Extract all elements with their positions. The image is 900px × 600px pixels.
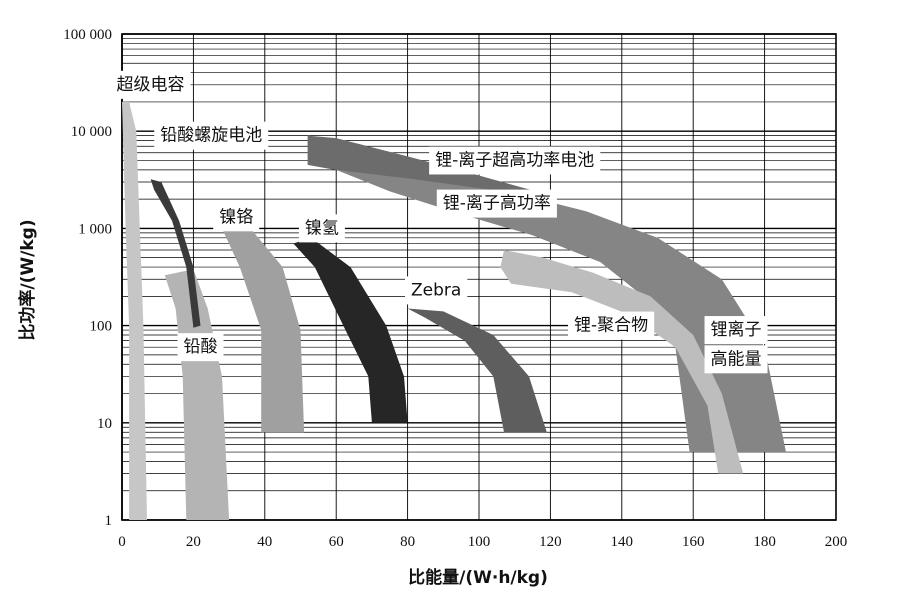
region-label-2-group: 铅酸螺旋电池: [154, 121, 269, 150]
region-label-6: 锂-离子超高功率电池: [435, 150, 594, 170]
region-label-7-bg: [436, 189, 557, 218]
region-label-2-bg: [154, 121, 269, 150]
x-tick-label: 120: [539, 534, 562, 550]
region-label-8-bg: [568, 311, 655, 340]
region-label-5-bg: [405, 276, 468, 305]
x-tick-label: 100: [468, 534, 491, 550]
region-label-4-bg: [298, 214, 345, 243]
region-4: [293, 237, 408, 423]
region-label-4: 镍氢: [305, 218, 339, 238]
region-label-5-group: Zebra: [405, 276, 468, 305]
region-label-4-group: 镍氢: [298, 214, 345, 243]
x-tick-label: 140: [611, 534, 634, 550]
x-tick-label: 160: [682, 534, 705, 550]
region-label-li-high-energy-2-group: 高能量: [704, 345, 768, 374]
region-5: [407, 308, 547, 433]
region-label-7: 锂-离子高功率: [443, 194, 551, 214]
region-label-6-bg: [429, 146, 601, 175]
y-axis-label: 比功率/(W/kg): [17, 219, 38, 340]
region-label-1-bg: [177, 333, 224, 362]
region-label-3-bg: [213, 203, 260, 232]
region-label-li-high-energy-1: 锂离子: [711, 320, 762, 340]
y-tick-label: 100 000: [63, 27, 112, 43]
region-label-6-group: 锂-离子超高功率电池: [429, 146, 601, 175]
region-label-1-group: 铅酸: [177, 333, 224, 362]
region-2: [150, 179, 201, 328]
y-tick-label: 1: [105, 513, 113, 529]
x-tick-label: 200: [825, 534, 848, 550]
x-tick-label: 0: [118, 534, 126, 550]
region-7: [336, 169, 786, 453]
y-tick-label: 1 000: [78, 221, 112, 237]
region-label-2: 铅酸螺旋电池: [160, 126, 262, 146]
region-label-li-high-energy-1-group: 锂离子: [704, 316, 768, 345]
region-8: [500, 250, 744, 474]
region-label-5: Zebra: [411, 280, 461, 300]
axis-layer: 0 20 40 60 80 100 120 140 160 180 200 1 10 100 1 000 10…: [63, 27, 847, 550]
region-label-li-high-energy-2-bg: [704, 345, 768, 374]
y-tick-label: 10 000: [71, 124, 112, 140]
region-label-1: 铅酸: [184, 337, 218, 357]
x-tick-label: 40: [257, 534, 272, 550]
plot-frame: [121, 33, 837, 521]
region-label-7-group: 锂-离子高功率: [436, 189, 557, 218]
region-label-0-group: 超级电容: [110, 70, 191, 99]
x-axis-label: 比能量/(W·h/kg): [408, 567, 548, 588]
region-1: [164, 269, 230, 520]
x-tick-label: 80: [400, 534, 415, 550]
region-label-0: 超级电容: [117, 75, 185, 95]
x-tick-label: 20: [186, 534, 201, 550]
region-layer: [122, 101, 786, 521]
region-3: [222, 228, 305, 433]
region-label-0-bg: [110, 70, 191, 99]
region-label-li-high-energy-2: 高能量: [711, 349, 762, 369]
x-tick-label: 60: [329, 534, 344, 550]
region-label-li-high-energy-1-bg: [704, 316, 768, 345]
y-tick-label: 100: [90, 319, 113, 335]
region-label-8-group: 锂-聚合物: [568, 311, 655, 340]
region-label-3-group: 镍铬: [213, 203, 260, 232]
x-tick-label: 180: [753, 534, 776, 550]
region-label-8: 锂-聚合物: [574, 316, 648, 336]
region-0: [122, 101, 147, 521]
region-label-3: 镍铬: [219, 207, 253, 227]
y-tick-label: 10: [97, 416, 112, 432]
